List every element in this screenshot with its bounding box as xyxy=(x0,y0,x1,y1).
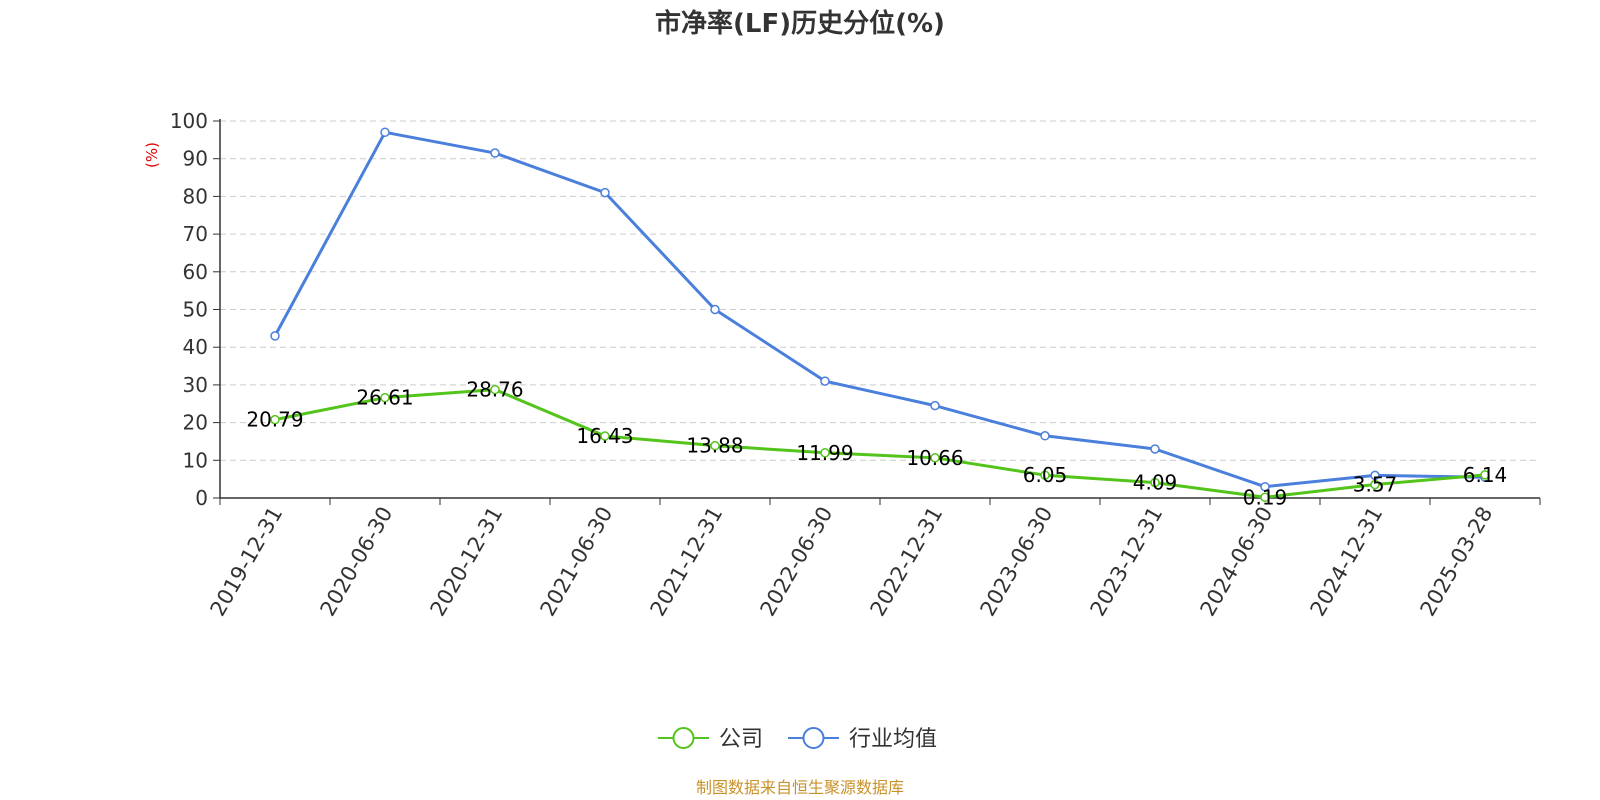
x-tick-label: 2020-06-30 xyxy=(316,503,398,621)
data-point[interactable] xyxy=(820,376,830,386)
chart-title: 市净率(LF)历史分位(%) xyxy=(655,8,945,39)
data-point[interactable] xyxy=(490,384,500,395)
data-label: 20.79 xyxy=(246,408,303,432)
y-tick-label: 10 xyxy=(183,448,208,472)
axes: 0 10 20 30 40 50 60 70 80 90 100 2019-12-31 2020-06-… xyxy=(170,109,1541,621)
data-point[interactable] xyxy=(710,304,720,315)
data-point[interactable] xyxy=(930,400,940,411)
y-tick-label: 60 xyxy=(183,260,208,284)
x-tick-label: 2023-12-31 xyxy=(1086,503,1168,621)
data-label: 11.99 xyxy=(796,441,853,465)
x-tick-label: 2021-06-30 xyxy=(536,503,618,621)
legend[interactable]: 公司 行业均值 xyxy=(658,727,937,752)
y-tick-label: 50 xyxy=(183,298,208,322)
y-tick-label: 20 xyxy=(183,411,208,435)
x-tick-label: 2020-12-31 xyxy=(426,503,508,621)
data-label: 6.05 xyxy=(1023,463,1068,487)
y-axis-unit-label: (%) xyxy=(143,142,161,168)
x-tick-label: 2024-12-31 xyxy=(1306,503,1388,621)
x-tick-label: 2022-12-31 xyxy=(866,503,948,621)
legend-industry-label: 行业均值 xyxy=(849,727,937,752)
legend-item-industry-average[interactable]: 行业均值 xyxy=(788,727,937,752)
data-point[interactable] xyxy=(600,431,610,441)
data-label: 28.76 xyxy=(466,378,523,402)
grid-lines xyxy=(220,120,1540,461)
data-label: 6.14 xyxy=(1463,463,1508,487)
x-tick-label: 2021-12-31 xyxy=(646,503,728,621)
data-point[interactable] xyxy=(930,453,940,463)
y-tick-label: 30 xyxy=(183,373,208,397)
y-tick-label: 90 xyxy=(183,147,208,171)
data-point[interactable] xyxy=(380,392,390,403)
data-label: 10.66 xyxy=(906,446,963,470)
data-point[interactable] xyxy=(820,448,830,458)
legend-industry-circle-icon xyxy=(802,727,825,749)
data-point[interactable] xyxy=(490,148,500,158)
legend-company-circle-icon xyxy=(672,727,695,749)
data-point[interactable] xyxy=(380,127,390,138)
data-point[interactable] xyxy=(1150,477,1160,488)
series-line-1 xyxy=(273,130,1486,489)
x-tick-label: 2025-03-28 xyxy=(1416,503,1498,621)
y-tick-label: 40 xyxy=(183,335,208,359)
data-label: 4.09 xyxy=(1133,471,1178,495)
y-tick-label: 70 xyxy=(183,222,208,246)
data-point[interactable] xyxy=(1260,481,1270,492)
data-label: 3.57 xyxy=(1353,473,1398,497)
series-lines xyxy=(270,127,1490,503)
data-labels: 20.79 26.61 28.76 16.43 13.88 11.99 10.66 6.05 4… xyxy=(246,378,1507,510)
data-point[interactable] xyxy=(1370,479,1380,490)
data-point[interactable] xyxy=(600,187,610,198)
data-point[interactable] xyxy=(270,414,280,425)
data-point[interactable] xyxy=(1260,492,1270,503)
data-point[interactable] xyxy=(710,440,720,451)
data-label: 0.19 xyxy=(1243,485,1288,509)
data-label: 26.61 xyxy=(356,386,413,410)
legend-item-company[interactable]: 公司 xyxy=(658,727,763,752)
series-line-0 xyxy=(274,388,1486,499)
x-tick-label: 2023-06-30 xyxy=(976,503,1058,621)
y-tick-label: 0 xyxy=(195,486,208,510)
y-tick-label: 80 xyxy=(183,184,208,208)
y-tick-label: 100 xyxy=(170,109,208,133)
source-note: 制图数据来自恒生聚源数据库 xyxy=(696,778,904,797)
x-tick-label: 2022-06-30 xyxy=(756,503,838,621)
data-point[interactable] xyxy=(1370,470,1380,481)
data-point[interactable] xyxy=(1040,470,1050,480)
data-point[interactable] xyxy=(1480,470,1490,480)
data-point[interactable] xyxy=(1150,444,1160,454)
x-tick-label: 2019-12-31 xyxy=(206,503,288,621)
data-point[interactable] xyxy=(1040,431,1050,441)
data-label: 13.88 xyxy=(686,434,743,458)
data-point[interactable] xyxy=(270,331,280,341)
legend-company-label: 公司 xyxy=(719,727,763,752)
data-label: 16.43 xyxy=(576,424,633,448)
x-tick-label: 2024-06-30 xyxy=(1196,503,1278,621)
